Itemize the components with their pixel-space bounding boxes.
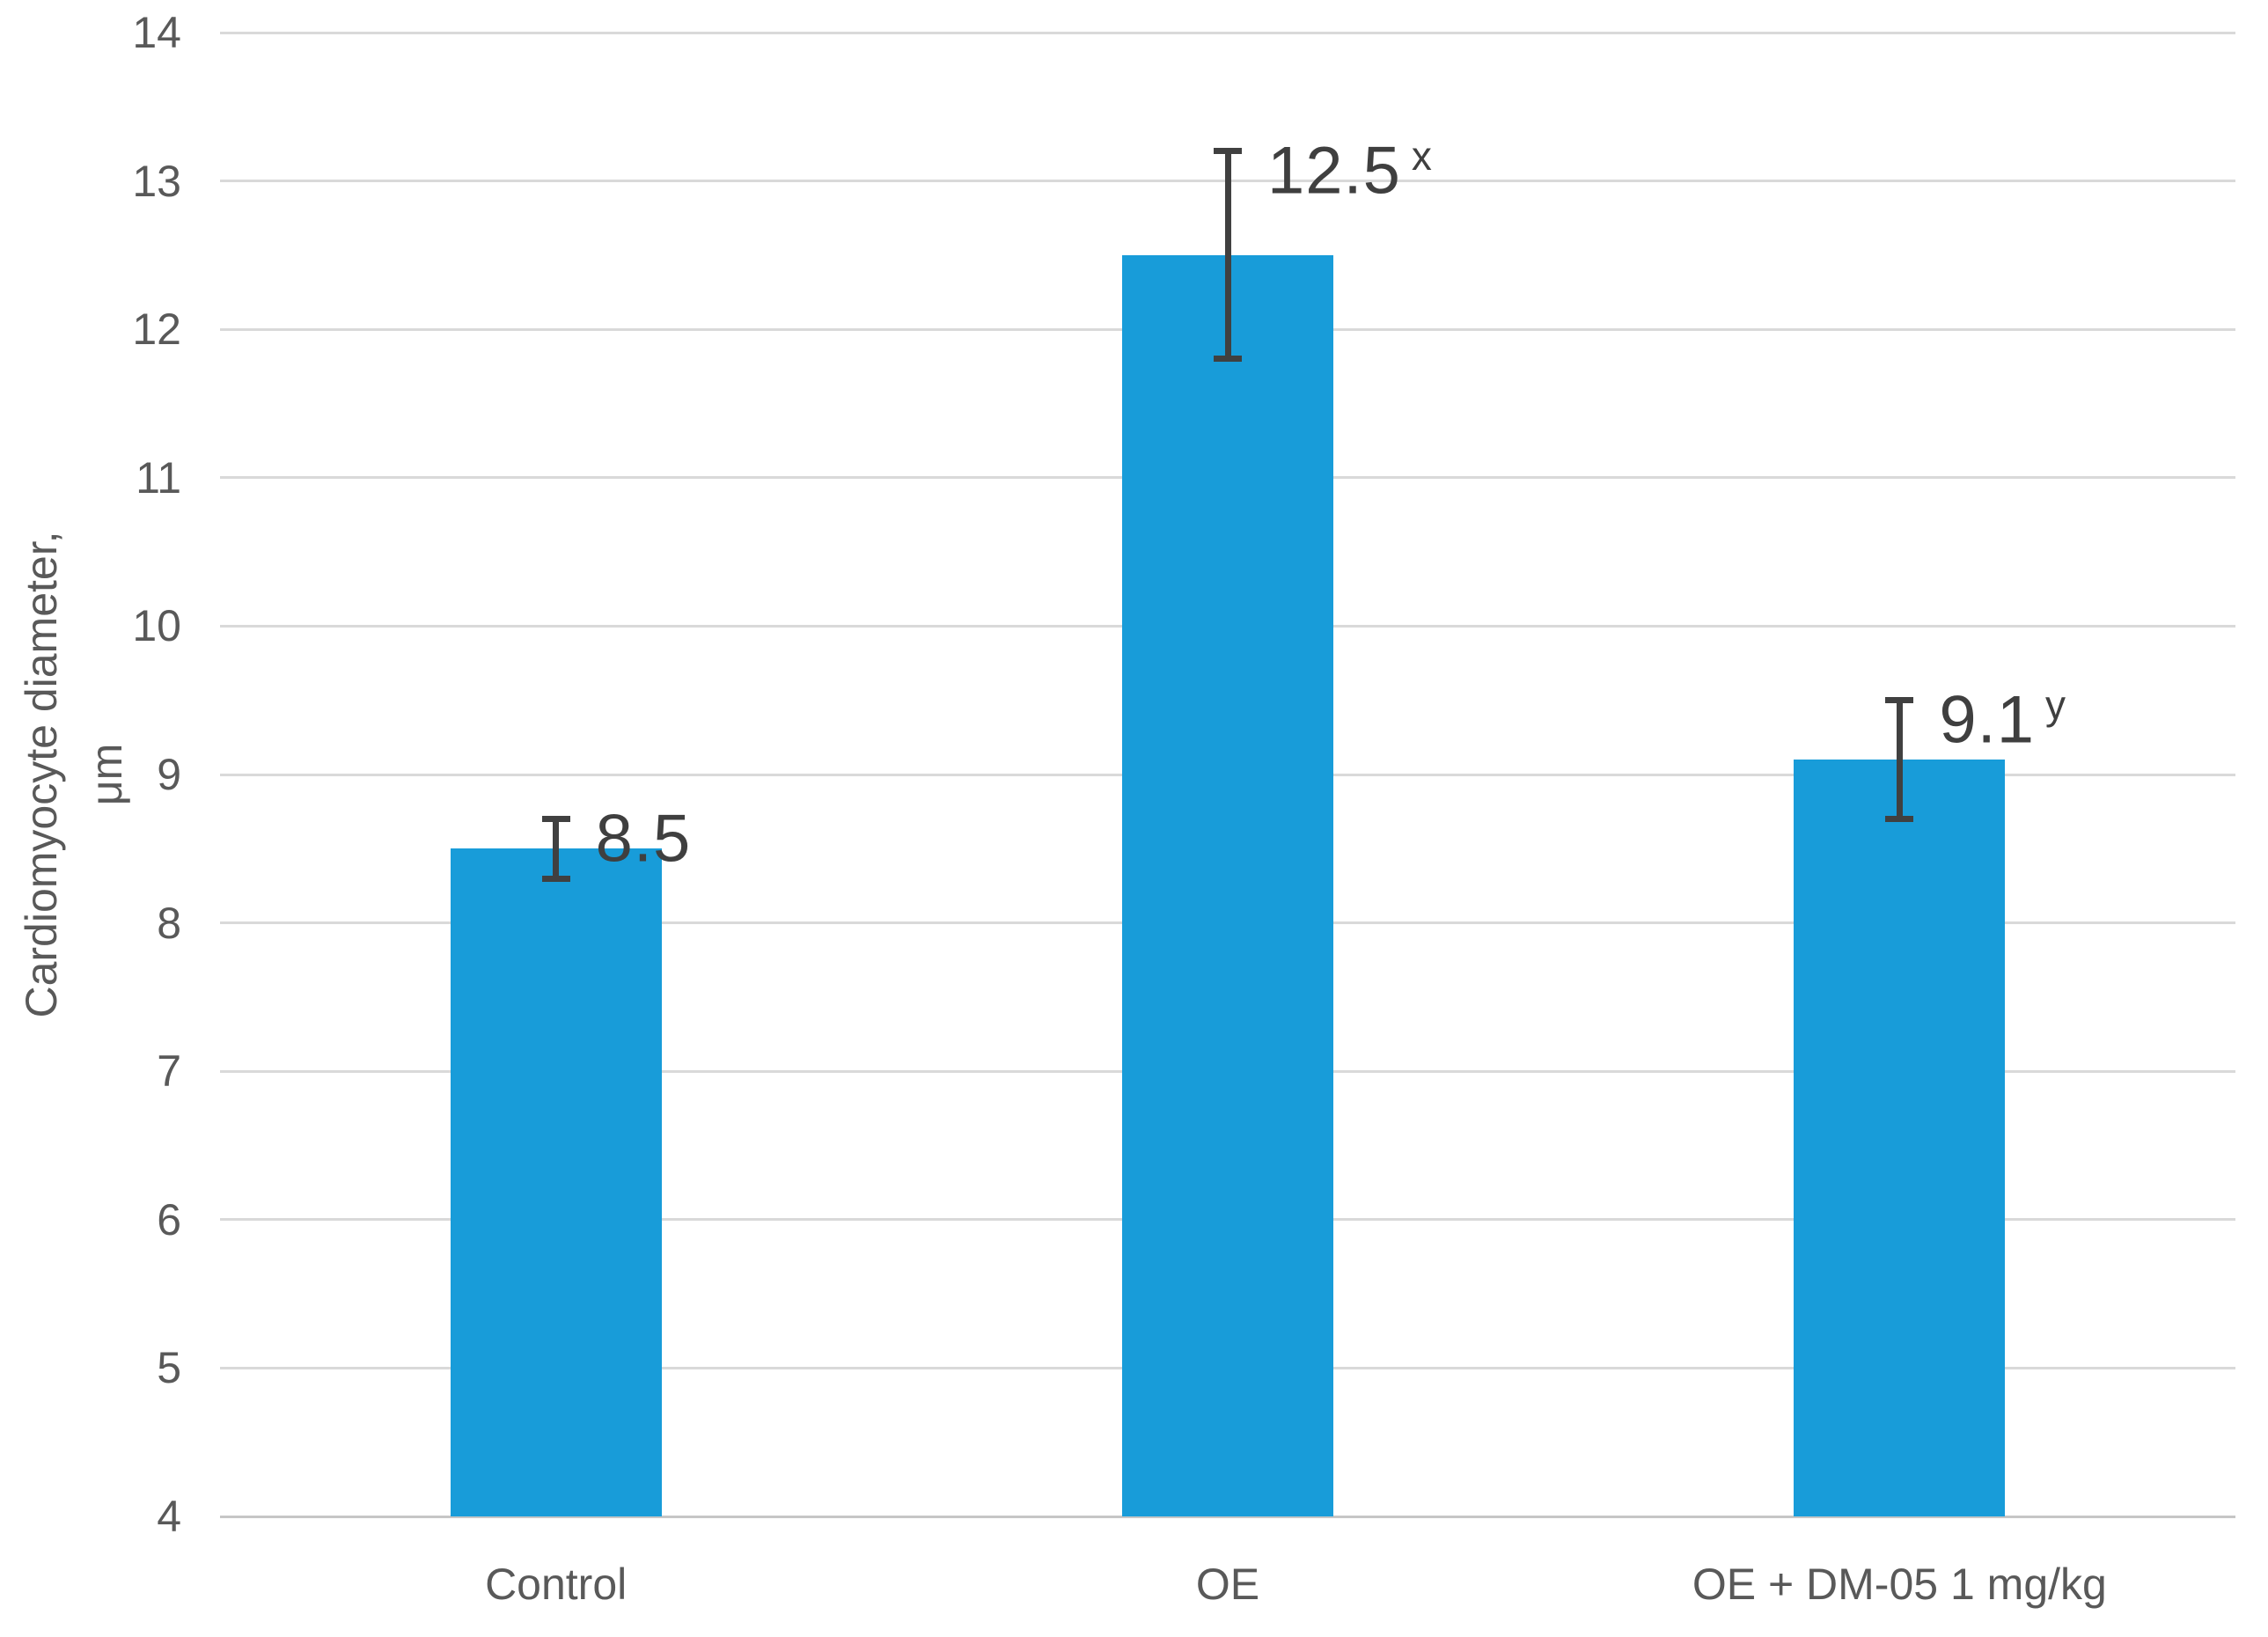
bar	[1122, 254, 1333, 1516]
y-tick-label: 10	[132, 601, 181, 651]
data-label: 12.5 x	[1267, 119, 1433, 208]
y-tick-label: 5	[157, 1343, 181, 1393]
error-bar-cap-bottom	[1885, 816, 1914, 823]
data-label: 8.5	[596, 787, 702, 875]
y-tick-label: 4	[157, 1492, 181, 1541]
data-label-value: 8.5	[595, 800, 692, 876]
error-bar-line	[1896, 700, 1903, 819]
y-tick-label: 6	[157, 1194, 181, 1244]
error-bar-line	[553, 818, 560, 879]
x-axis-line	[220, 1515, 2235, 1518]
data-label-superscript: x	[1411, 132, 1433, 179]
y-tick-label: 12	[132, 305, 181, 355]
data-label-value: 12.5	[1267, 133, 1401, 209]
data-label-value: 9.1	[1939, 682, 2035, 758]
error-bar-cap-top	[1214, 148, 1242, 155]
x-category-label: OE	[1195, 1560, 1260, 1609]
y-tick-label: 13	[132, 156, 181, 206]
bar	[450, 848, 662, 1516]
y-tick-label: 7	[157, 1046, 181, 1097]
y-tick-label: 14	[132, 8, 181, 57]
y-tick-label: 9	[157, 750, 181, 799]
data-label: 9.1 y	[1939, 668, 2066, 757]
gridline	[220, 31, 2235, 34]
bar	[1794, 760, 2006, 1516]
error-bar-line	[1224, 150, 1231, 359]
error-bar-cap-bottom	[1214, 356, 1242, 363]
y-tick-label: 8	[157, 898, 181, 948]
error-bar-cap-top	[541, 816, 570, 823]
error-bar-cap-bottom	[541, 875, 570, 882]
x-category-label: OE + DM-05 1 mg/kg	[1692, 1560, 2107, 1609]
error-bar-cap-top	[1885, 697, 1914, 704]
data-label-superscript: y	[2044, 681, 2066, 728]
x-category-label: Control	[485, 1560, 628, 1609]
y-tick-label: 11	[136, 452, 181, 503]
